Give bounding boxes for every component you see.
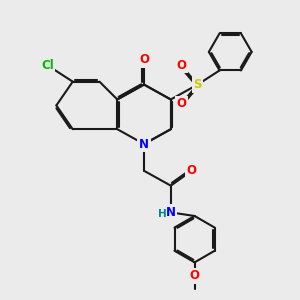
Text: Cl: Cl xyxy=(41,59,54,72)
Text: S: S xyxy=(193,78,202,91)
Text: N: N xyxy=(166,206,176,219)
Text: O: O xyxy=(187,164,196,177)
Text: H: H xyxy=(158,209,167,219)
Text: O: O xyxy=(176,59,186,72)
Text: O: O xyxy=(139,53,149,66)
Text: N: N xyxy=(139,138,149,151)
Text: O: O xyxy=(190,269,200,282)
Text: O: O xyxy=(176,98,186,110)
